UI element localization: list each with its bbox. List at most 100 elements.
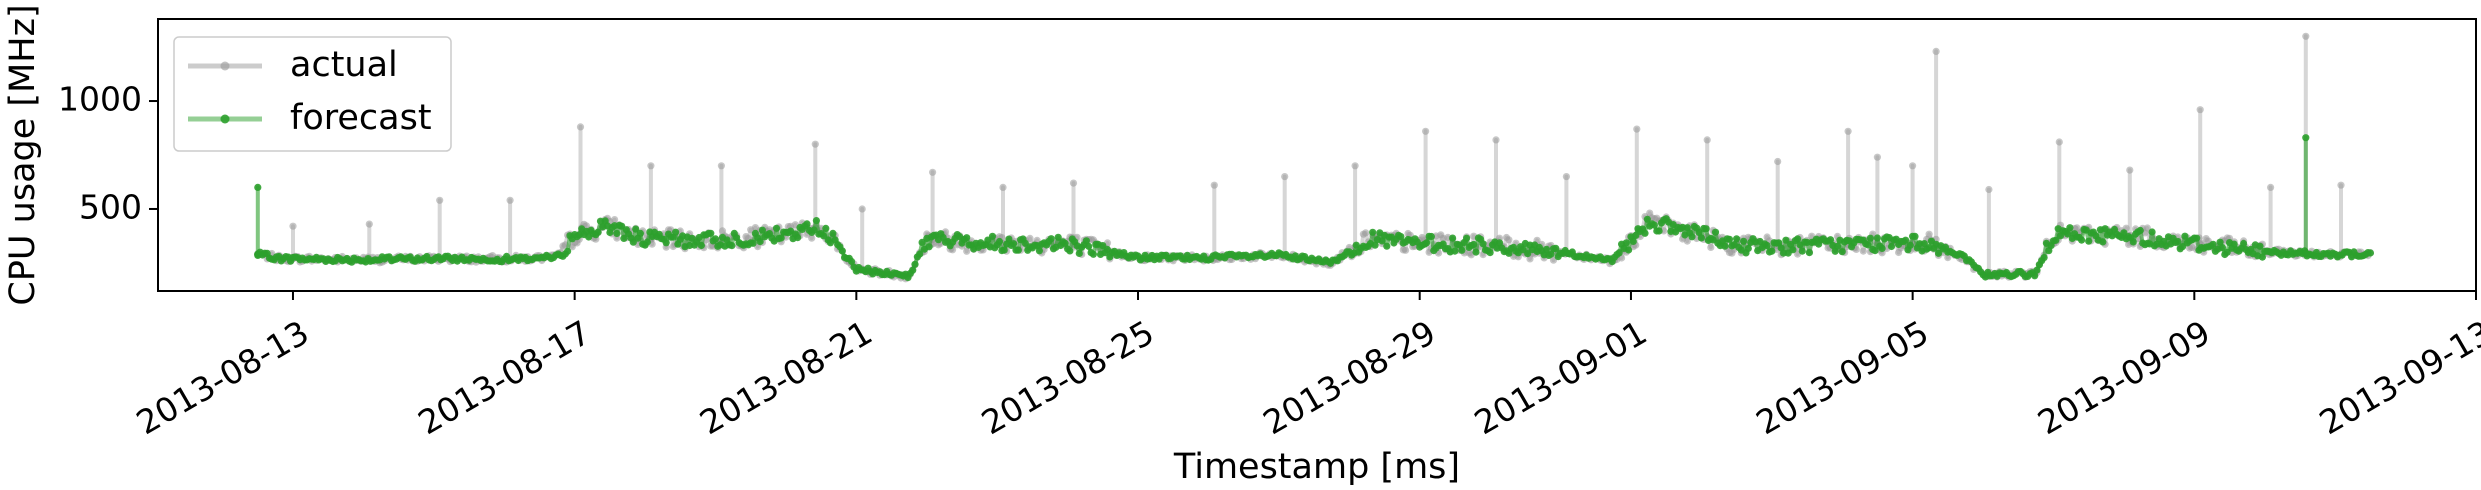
actual-point	[1944, 254, 1952, 262]
forecast-point	[2129, 238, 2137, 246]
forecast-point	[1066, 247, 1074, 255]
forecast-point	[636, 229, 645, 237]
forecast-point	[254, 183, 262, 191]
actual-point	[647, 162, 655, 170]
actual-point	[1873, 153, 1881, 161]
actual-point	[2302, 32, 2310, 40]
forecast-point	[1826, 236, 1835, 244]
forecast-point	[697, 241, 706, 250]
forecast-point	[1547, 250, 1555, 258]
forecast-point	[2209, 240, 2217, 248]
forecast-point	[2174, 237, 2182, 246]
forecast-point	[963, 234, 971, 242]
forecast-point	[812, 217, 821, 225]
legend-label-forecast: forecast	[290, 98, 432, 138]
forecast-point	[2040, 254, 2048, 262]
forecast-point	[758, 226, 767, 234]
forecast-point	[794, 234, 802, 242]
forecast-point	[1625, 246, 1633, 254]
forecast-point	[810, 226, 818, 234]
forecast-point	[1552, 244, 1560, 252]
forecast-point	[819, 232, 828, 240]
forecast-point	[1768, 247, 1776, 255]
actual-point	[929, 168, 937, 176]
forecast-point	[1470, 240, 1478, 249]
forecast-point	[1369, 228, 1377, 236]
forecast-point	[1449, 234, 1457, 242]
forecast-point	[1838, 248, 1846, 256]
forecast-point	[2256, 242, 2264, 250]
forecast-point	[1089, 250, 1097, 258]
forecast-point	[911, 260, 919, 268]
forecast-point	[1014, 246, 1022, 254]
forecast-point	[1085, 242, 1093, 250]
actual-point	[1362, 229, 1370, 237]
forecast-point	[1934, 249, 1943, 257]
forecast-point	[2366, 249, 2374, 257]
forecast-point	[822, 224, 830, 232]
forecast-point	[2052, 236, 2060, 244]
forecast-point	[2031, 272, 2039, 280]
x-tick-label: 2013-09-13	[2313, 313, 2481, 443]
forecast-point	[1688, 233, 1696, 241]
actual-point	[576, 123, 585, 131]
actual-point	[858, 205, 866, 213]
forecast-point	[1798, 247, 1806, 255]
forecast-point	[728, 242, 736, 250]
actual-point	[1859, 247, 1867, 255]
forecast-point	[2193, 234, 2201, 242]
forecast-point	[1005, 235, 1013, 243]
actual-point	[1351, 162, 1359, 170]
forecast-point	[2223, 248, 2231, 256]
legend-marker-forecast	[220, 114, 230, 124]
forecast-point	[1397, 233, 1405, 241]
forecast-point	[1524, 250, 1532, 258]
forecast-point	[707, 229, 715, 237]
forecast-point	[1427, 232, 1435, 241]
actual-point	[436, 196, 444, 204]
forecast-point	[2258, 253, 2266, 261]
forecast-point	[1423, 239, 1431, 247]
x-axis-label: Timestamp [ms]	[1173, 447, 1460, 487]
x-tick-label: 2013-08-17	[411, 313, 597, 443]
actual-point	[1505, 236, 1513, 244]
forecast-point	[1721, 242, 1729, 250]
actual-point	[1932, 47, 1940, 56]
forecast-point	[632, 225, 640, 233]
forecast-point	[1725, 235, 1734, 243]
forecast-point	[1902, 236, 1910, 244]
forecast-point	[1383, 242, 1391, 250]
actual-point	[811, 140, 819, 148]
actual-point	[1210, 181, 1218, 189]
forecast-point	[1061, 239, 1069, 247]
forecast-point	[1451, 247, 1459, 255]
forecast-point	[838, 247, 846, 255]
actual-point	[1844, 127, 1852, 135]
y-axis-label: CPU usage [MHz]	[3, 4, 43, 305]
legend: actual forecast	[173, 36, 452, 152]
forecast-point	[1479, 240, 1487, 248]
forecast-point	[1697, 234, 1705, 242]
actual-point	[611, 216, 619, 224]
forecast-point	[2099, 238, 2107, 246]
actual-point	[2055, 138, 2063, 146]
actual-point	[1562, 173, 1570, 181]
forecast-point	[772, 224, 781, 232]
actual-point	[1703, 136, 1711, 144]
forecast-point	[2064, 230, 2072, 238]
actual-point	[1925, 230, 1933, 238]
forecast-series	[254, 134, 2374, 282]
forecast-point	[1789, 246, 1797, 254]
actual-point	[1633, 125, 1641, 133]
forecast-point	[613, 229, 621, 238]
actual-point	[999, 183, 1007, 191]
actual-point	[1774, 157, 1782, 166]
x-tick-label: 2013-08-25	[975, 313, 1161, 443]
forecast-point	[2240, 239, 2248, 248]
forecast-point	[1744, 244, 1752, 253]
forecast-point	[1035, 247, 1043, 255]
forecast-point	[1655, 227, 1663, 235]
forecast-point	[988, 232, 997, 240]
forecast-point	[672, 228, 680, 236]
